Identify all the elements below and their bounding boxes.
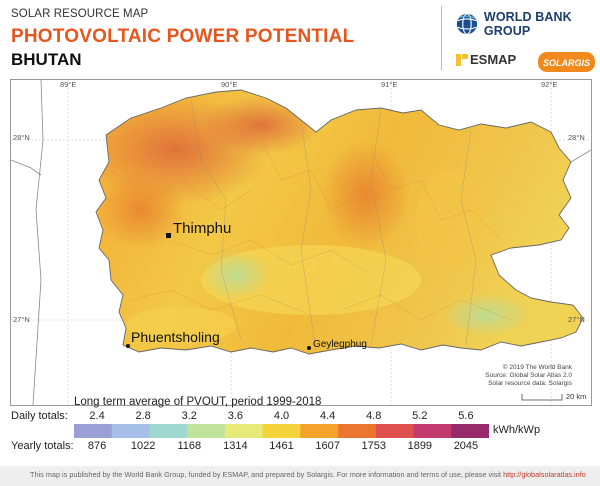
esmap-logo-text: ESMAP	[470, 52, 517, 67]
yearly-total-value: 1899	[407, 440, 433, 452]
daily-total-value: 5.6	[458, 410, 474, 422]
lat-tick-28-right: 28°N	[568, 133, 585, 142]
daily-total-value: 4.8	[366, 410, 382, 422]
legend-color-swatch	[413, 424, 452, 438]
lon-tick-89: 89°E	[60, 80, 77, 89]
city-marker-thimphu	[166, 233, 171, 238]
lat-tick-28-left: 28°N	[13, 133, 30, 142]
solargis-logo-text: SOLARGIS	[543, 58, 591, 68]
daily-total-value: 4.4	[319, 410, 336, 422]
west-border-line	[32, 80, 44, 405]
legend-title: Long term average of PVOUT, period 1999-…	[74, 396, 322, 408]
legend-color-swatch	[149, 424, 188, 438]
legend-color-swatch	[338, 424, 377, 438]
map-canvas	[11, 80, 591, 405]
daily-total-value: 3.6	[227, 410, 244, 422]
city-marker-geylegphug	[307, 346, 311, 350]
page-title: PHOTOVOLTAIC POWER POTENTIAL	[11, 26, 355, 47]
yearly-total-value: 1461	[269, 440, 294, 452]
city-label-thimphu: Thimphu	[173, 220, 232, 237]
lat-tick-27-left: 27°N	[13, 315, 30, 324]
footer-bar: This map is published by the World Bank …	[0, 466, 600, 486]
legend-color-swatch	[300, 424, 339, 438]
header-divider	[441, 6, 442, 70]
city-marker-phuentsholing	[126, 344, 130, 348]
yearly-total-value: 1022	[130, 440, 156, 452]
daily-totals-label: Daily totals:	[11, 410, 68, 422]
map-frame	[10, 79, 592, 406]
lon-tick-91: 91°E	[381, 80, 398, 89]
east-border-line	[570, 149, 591, 163]
legend-color-swatch	[262, 424, 301, 438]
yearly-total-value: 2045	[453, 440, 479, 452]
legend-color-swatch	[451, 424, 489, 438]
city-label-geylegphug: Geylegphug	[313, 339, 367, 350]
yearly-totals-label: Yearly totals:	[11, 440, 74, 452]
daily-total-value: 4.0	[273, 410, 290, 422]
country-name: BHUTAN	[11, 50, 82, 69]
bhutan-pvout-surface	[96, 90, 583, 354]
city-label-phuentsholing: Phuentsholing	[131, 329, 220, 345]
esmap-mark-icon	[456, 53, 468, 66]
daily-total-value: 2.4	[89, 410, 105, 422]
daily-total-value: 5.2	[412, 410, 428, 422]
lat-tick-27-right: 27°N	[568, 315, 585, 324]
daily-total-value: 2.8	[135, 410, 151, 422]
north-border-line	[11, 159, 42, 176]
yearly-total-value: 1314	[223, 440, 248, 452]
yearly-total-value: 1168	[177, 440, 202, 452]
world-bank-logo: WORLD BANK GROUP	[456, 10, 600, 38]
esmap-logo: ESMAP	[456, 52, 516, 67]
solargis-logo: SOLARGIS	[538, 52, 596, 72]
map-credit: © 2019 The World Bank Source: Global Sol…	[485, 364, 572, 387]
legend-color-swatch	[375, 424, 415, 438]
legend-color-swatch	[187, 424, 226, 438]
legend-color-swatch	[74, 424, 113, 438]
globe-icon	[456, 13, 478, 35]
scale-bar-label: 20 km	[566, 392, 587, 401]
world-bank-logo-text: WORLD BANK GROUP	[483, 10, 572, 38]
yearly-total-value: 1753	[361, 440, 386, 452]
footer-text: This map is published by the World Bank …	[30, 470, 502, 479]
legend-color-swatch	[111, 424, 150, 438]
legend-unit: kWh/kWp	[493, 424, 541, 436]
footer-link[interactable]: http://globalsolaratlas.info	[503, 470, 586, 479]
lon-tick-92: 92°E	[541, 80, 558, 89]
header-small-title: SOLAR RESOURCE MAP	[11, 8, 149, 20]
legend-color-bar	[74, 424, 489, 438]
lon-tick-90: 90°E	[221, 80, 238, 89]
yearly-total-value: 876	[87, 440, 107, 452]
yearly-total-value: 1607	[315, 440, 340, 452]
scale-bar	[521, 394, 563, 401]
daily-total-value: 3.2	[181, 410, 197, 422]
legend-color-swatch	[224, 424, 264, 438]
